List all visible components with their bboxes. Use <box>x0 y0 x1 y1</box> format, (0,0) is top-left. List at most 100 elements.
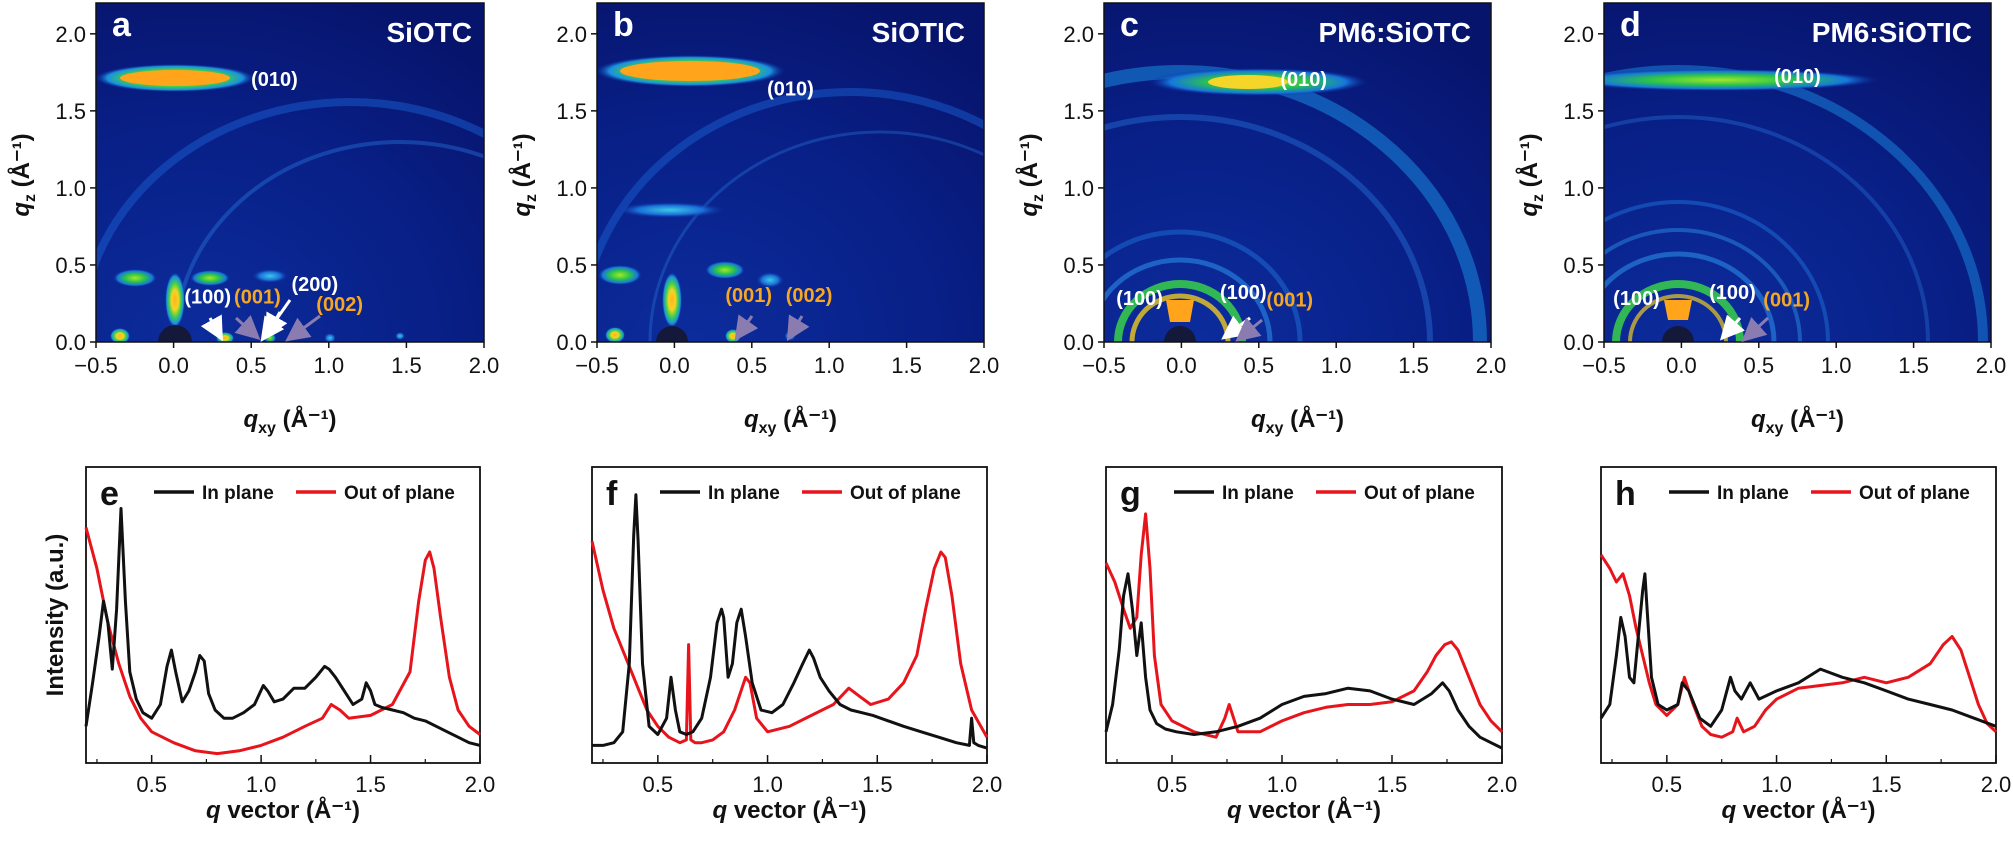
x-tick-label: 0.0 <box>158 353 189 378</box>
axis-label: qz (Å⁻¹) <box>508 133 540 216</box>
x-tick-label: 0.5 <box>643 772 674 797</box>
x-tick-label: 1.5 <box>391 353 422 378</box>
y-tick-label: 0.0 <box>1063 330 1094 355</box>
axis-label: q vector (Å⁻¹) <box>712 796 866 824</box>
plot-frame <box>85 466 481 764</box>
axis-label: qxy (Å⁻¹) <box>1251 405 1344 437</box>
scattering-features <box>96 64 484 342</box>
panel-letter-b: b <box>613 6 634 44</box>
x-tick-label: 1.5 <box>1398 353 1429 378</box>
x-tick-label: 0.5 <box>737 353 768 378</box>
axis-label: qxy (Å⁻¹) <box>1751 405 1844 437</box>
x-tick-label: 1.0 <box>1821 353 1852 378</box>
line-panel-f: 0.5 1.0 1.5 2.0 q vector (Å⁻¹) f In plane Out o… <box>590 466 1003 824</box>
x-tick-label: 1.0 <box>246 772 277 797</box>
x-tick-label: 1.5 <box>862 772 893 797</box>
plot-frame <box>1603 2 1992 343</box>
x-tick-label: 2.0 <box>1476 353 1507 378</box>
series-line-out-of-plane <box>1599 553 1998 739</box>
peak-annotation: (100) <box>1220 282 1267 304</box>
axis-label: qz (Å⁻¹) <box>1515 133 1547 216</box>
annotation-arrow <box>1741 316 1770 343</box>
x-tick-label: 1.0 <box>752 772 783 797</box>
peak-annotation: (100) <box>1709 282 1756 304</box>
peak-annotation: (001) <box>725 285 772 307</box>
panel-title: SiOTIC <box>872 17 965 48</box>
x-tick-label: 2.0 <box>972 772 1003 797</box>
x-tick-label: 0.5 <box>1652 772 1683 797</box>
peak-annotation: (001) <box>1763 290 1810 312</box>
y-tick-label: 0.5 <box>556 253 587 278</box>
panel-title: PM6:SiOTC <box>1319 17 1471 48</box>
plot-frame <box>1103 2 1492 343</box>
annotation-arrow <box>285 314 321 342</box>
plot-frame <box>591 466 988 764</box>
series-line-in-plane <box>1104 572 1503 750</box>
x-tick-label: 1.0 <box>814 353 845 378</box>
scattering-features <box>1604 65 1988 342</box>
x-tick-label: 1.0 <box>1761 772 1792 797</box>
series-line-out-of-plane <box>84 527 481 756</box>
y-tick-label: 2.0 <box>55 22 86 47</box>
x-tick-label: −0.5 <box>575 353 618 378</box>
y-tick-label: 0.5 <box>1063 253 1094 278</box>
legend-label: Out of plane <box>1364 483 1475 504</box>
peak-annotation: (010) <box>1774 66 1821 88</box>
annotation-arrow <box>200 314 223 342</box>
x-tick-label: 1.0 <box>1321 353 1352 378</box>
x-tick-label: 0.5 <box>236 353 267 378</box>
peak-annotation: (100) <box>1116 288 1163 310</box>
legend-label: Out of plane <box>344 483 455 504</box>
x-tick-label: 0.0 <box>1666 353 1697 378</box>
annotation-arrow <box>786 314 810 342</box>
x-tick-label: 0.5 <box>1157 772 1188 797</box>
legend-label: In plane <box>708 483 780 504</box>
peak-annotation: (100) <box>1613 288 1660 310</box>
x-tick-label: 1.5 <box>1871 772 1902 797</box>
series-line-in-plane <box>1599 572 1997 728</box>
series-line-in-plane <box>84 507 481 747</box>
plot-frame <box>1600 466 1997 764</box>
x-tick-label: 2.0 <box>969 353 1000 378</box>
x-tick-label: 1.5 <box>1377 772 1408 797</box>
annotation-arrow <box>1720 314 1745 341</box>
y-tick-label: 0.0 <box>55 330 86 355</box>
series-line-in-plane <box>592 493 988 750</box>
legend-label: In plane <box>1717 483 1789 504</box>
peak-annotation: (100) <box>184 286 231 308</box>
peak-annotation: (010) <box>251 69 298 91</box>
axis-label: q vector (Å⁻¹) <box>206 796 360 824</box>
x-tick-label: 1.0 <box>314 353 345 378</box>
y-tick-label: 1.5 <box>556 99 587 124</box>
y-tick-label: 1.5 <box>1563 99 1594 124</box>
y-tick-label: 1.0 <box>1063 176 1094 201</box>
x-tick-label: 1.5 <box>355 772 386 797</box>
plot-frame <box>95 2 485 343</box>
x-tick-label: 2.0 <box>469 353 500 378</box>
y-tick-label: 2.0 <box>1063 22 1094 47</box>
y-tick-label: 2.0 <box>556 22 587 47</box>
plot-frame <box>596 2 985 343</box>
series-line-out-of-plane <box>1104 512 1504 739</box>
y-tick-label: 1.5 <box>55 99 86 124</box>
x-tick-label: −0.5 <box>74 353 117 378</box>
peak-annotation: (010) <box>1280 69 1327 91</box>
axis-label: q vector (Å⁻¹) <box>1227 796 1381 824</box>
x-tick-label: 2.0 <box>465 772 496 797</box>
scattering-features <box>1104 65 1487 342</box>
y-tick-label: 1.0 <box>556 176 587 201</box>
y-tick-label: 1.5 <box>1063 99 1094 124</box>
y-tick-label: 0.5 <box>1563 253 1594 278</box>
y-tick-label: 0.5 <box>55 253 86 278</box>
annotation-arrow <box>234 315 261 341</box>
line-panel-g: 0.5 1.0 1.5 2.0 q vector (Å⁻¹) g In plane Out o… <box>1104 466 1517 824</box>
x-tick-label: −0.5 <box>1082 353 1125 378</box>
annotation-arrow <box>734 314 759 341</box>
x-tick-label: 2.0 <box>1981 772 2012 797</box>
axis-label: qxy (Å⁻¹) <box>243 405 336 437</box>
x-tick-label: 0.5 <box>1244 353 1275 378</box>
x-tick-label: 1.5 <box>1898 353 1929 378</box>
x-tick-label: 0.0 <box>1166 353 1197 378</box>
line-panel-h: 0.5 1.0 1.5 2.0 q vector (Å⁻¹) h In plane Out o… <box>1599 466 2012 824</box>
